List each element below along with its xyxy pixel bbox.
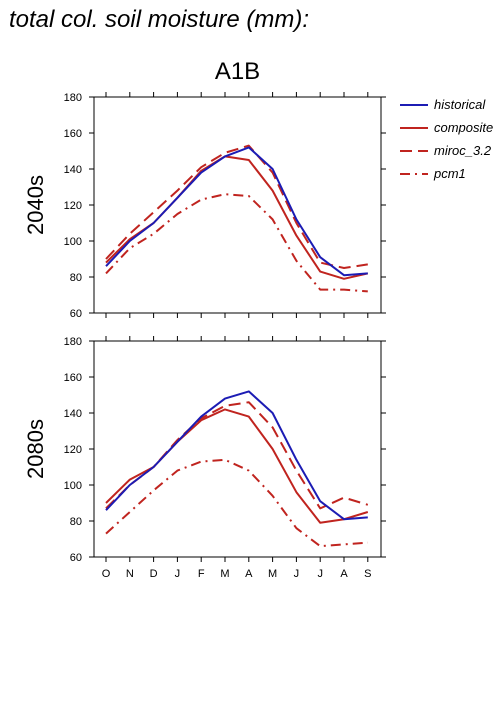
series-pcm1 xyxy=(105,458,368,548)
legend-label: composite xyxy=(434,120,493,135)
y-tick-label: 120 xyxy=(64,200,82,212)
x-tick-label: S xyxy=(364,568,371,580)
series-miroc-3-2 xyxy=(105,401,369,510)
x-tick-label: A xyxy=(245,568,253,580)
y-tick-label: 80 xyxy=(70,272,82,284)
y-tick-label: 160 xyxy=(64,372,82,384)
series-historical xyxy=(105,146,368,277)
y-tick-label: 80 xyxy=(70,516,82,528)
panel-2040s: 60 80 100 120 140 160 180 2040s A1B xyxy=(23,58,386,320)
y-tick-label: 180 xyxy=(64,336,82,348)
x-tick-label: O xyxy=(102,568,111,580)
x-tick-label: M xyxy=(268,568,277,580)
page-title: total col. soil moisture (mm): xyxy=(9,6,310,33)
x-tick-label: D xyxy=(150,568,158,580)
series-miroc-3-2 xyxy=(105,144,368,269)
y-tick-label: 120 xyxy=(64,444,82,456)
plot-frame xyxy=(93,96,382,314)
series-historical xyxy=(105,390,368,521)
plot-frame xyxy=(93,340,382,558)
legend: historical composite miroc_3.2 pcm1 xyxy=(400,97,493,181)
y-axis-label: 2080s xyxy=(23,419,48,479)
x-tick-label: M xyxy=(220,568,229,580)
series-pcm1 xyxy=(105,193,368,293)
y-tick-label: 60 xyxy=(70,308,82,320)
legend-label: miroc_3.2 xyxy=(434,143,492,158)
panel-2080s: 60 80 100 120 140 160 180 O N D J F M A M J J A S 2080s xyxy=(23,336,386,580)
legend-label: pcm1 xyxy=(433,166,466,181)
y-tick-label: 140 xyxy=(64,164,82,176)
y-tick-label: 140 xyxy=(64,408,82,420)
y-tick-label: 100 xyxy=(64,480,82,492)
y-tick-label: 100 xyxy=(64,236,82,248)
x-tick-label: F xyxy=(198,568,205,580)
x-tick-label: A xyxy=(340,568,348,580)
y-tick-label: 160 xyxy=(64,128,82,140)
y-axis-label: 2040s xyxy=(23,175,48,235)
x-tick-label: J xyxy=(294,568,300,580)
x-tick-label: J xyxy=(317,568,323,580)
chart-title: A1B xyxy=(215,58,260,85)
series-composite xyxy=(105,155,369,280)
legend-label: historical xyxy=(434,97,486,112)
x-tick-label: J xyxy=(175,568,181,580)
y-tick-label: 60 xyxy=(70,552,82,564)
x-tick-label: N xyxy=(126,568,134,580)
y-tick-label: 180 xyxy=(64,92,82,104)
